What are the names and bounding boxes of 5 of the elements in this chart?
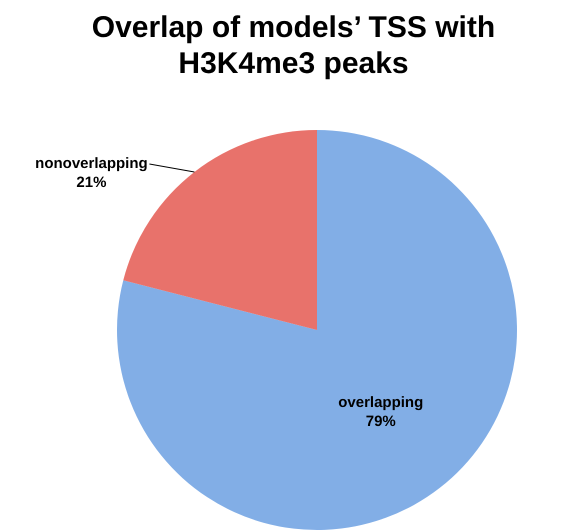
data-label: 21% [76, 174, 106, 192]
slice-label: nonoverlapping [35, 155, 148, 172]
chart-title: Overlap of models’ TSS with H3K4me3 peaks [90, 10, 496, 82]
data-label: 79% [366, 412, 396, 430]
slice-label: overlapping [338, 394, 424, 411]
